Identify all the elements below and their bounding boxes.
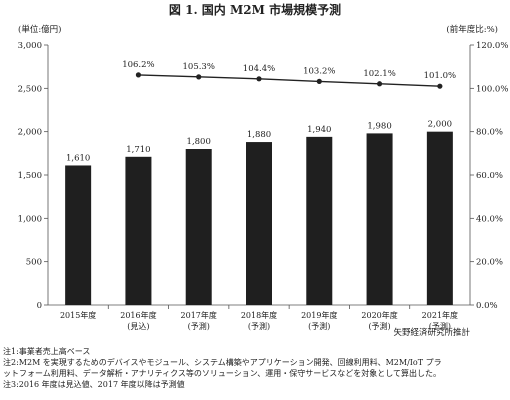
x-tick-sublabel: (見込) <box>127 322 149 331</box>
growth-point <box>196 74 202 80</box>
bar <box>306 136 333 305</box>
growth-value-label: 101.0% <box>424 71 456 81</box>
bar-value-label: 1,940 <box>307 125 331 135</box>
bar <box>366 133 393 305</box>
data-labels: 1,610 1,710 1,800 1,880 1,940 1,980 2,000 106.2… <box>66 60 456 164</box>
x-tick-label: 2019年度 <box>301 310 337 320</box>
y-tick-label: 1,500 <box>18 171 42 181</box>
bar <box>426 131 453 305</box>
x-tick-label: 2021年度 <box>422 310 458 320</box>
bar <box>246 142 272 305</box>
x-tick-label: 2018年度 <box>241 310 277 320</box>
y2-tick-label: 80.0% <box>476 128 503 138</box>
bar-value-label: 1,980 <box>367 121 391 131</box>
y2-tick-label: 120.0% <box>476 41 508 51</box>
growth-point <box>437 83 443 89</box>
footnotes: 注1:事業者売上高ベース 注2:M2M を実現するためのデバイスやモジュール、シ… <box>3 346 508 390</box>
x-tick-sublabel: (予測) <box>188 321 210 331</box>
x-tick-sublabel: (予測) <box>308 321 330 331</box>
x-tick-label: 2020年度 <box>361 310 397 320</box>
y-tick-label: 1,000 <box>18 214 42 224</box>
footnote-3: 注3:2016 年度は見込値、2017 年度以降は予測値 <box>3 380 185 389</box>
growth-value-label: 104.4% <box>243 64 275 74</box>
x-tick-sublabel: (予測) <box>429 321 451 331</box>
y2-tick-label: 0.0% <box>476 301 498 311</box>
bar <box>125 156 152 305</box>
bar-value-label: 1,610 <box>66 153 90 163</box>
growth-point <box>316 78 322 84</box>
x-tick-label: 2017年度 <box>181 310 217 320</box>
bar <box>185 149 212 305</box>
y-tick-label: 2,000 <box>18 128 42 138</box>
growth-value-label: 103.2% <box>303 66 335 76</box>
growth-value-label: 105.3% <box>183 62 215 72</box>
y2-axis-unit-label: (前年度比:%) <box>446 24 498 35</box>
chart-title: 図 1. 国内 M2M 市場規模予測 <box>169 2 341 17</box>
y2-tick-label: 100.0% <box>476 84 508 94</box>
growth-line <box>138 74 440 87</box>
y-tick-label: 3,000 <box>18 41 42 51</box>
y2-tick-label: 40.0% <box>476 214 503 224</box>
growth-point <box>135 72 142 78</box>
x-tick-sublabel: (予測) <box>368 321 390 331</box>
growth-value-label: 102.1% <box>363 69 395 79</box>
bar-value-label: 1,880 <box>247 130 271 140</box>
bar-series <box>65 131 453 305</box>
y-tick-label: 500 <box>26 258 42 268</box>
y2-tick-label: 60.0% <box>476 171 503 181</box>
m2m-market-chart: 図 1. 国内 M2M 市場規模予測 (単位:億円) (前年度比:%) 0 500… <box>18 2 509 338</box>
growth-point <box>256 76 262 82</box>
growth-line-series <box>135 72 443 89</box>
footnote-1: 注1:事業者売上高ベース <box>3 347 91 356</box>
y2-tick-label: 20.0% <box>476 258 503 268</box>
bar-value-label: 2,000 <box>428 120 452 130</box>
x-tick-label: 2016年度 <box>120 310 156 320</box>
bar <box>65 165 92 305</box>
y-tick-label: 0 <box>37 301 42 311</box>
footnote-2-continued: ットフォーム利用料、データ解析・アナリティクス等のソリューション、運用・保守サー… <box>3 369 441 378</box>
x-tick-sublabel: (予測) <box>248 321 270 331</box>
y-tick-label: 2,500 <box>18 84 42 94</box>
x-tick-label: 2015年度 <box>60 310 96 320</box>
bar-value-label: 1,710 <box>126 145 150 155</box>
growth-value-label: 106.2% <box>122 60 154 70</box>
growth-point <box>376 81 383 87</box>
source-label: 矢野経済研究所推計 <box>393 327 470 338</box>
chart-axes: 0 500 1,000 1,500 2,000 2,500 3,000 0.0% 20.0% 40… <box>18 41 509 331</box>
y-axis-unit-label: (単位:億円) <box>18 24 62 35</box>
bar-value-label: 1,800 <box>187 137 211 147</box>
footnote-2: 注2:M2M を実現するためのデバイスやモジュール、システム構築やアプリケーショ… <box>3 358 442 367</box>
